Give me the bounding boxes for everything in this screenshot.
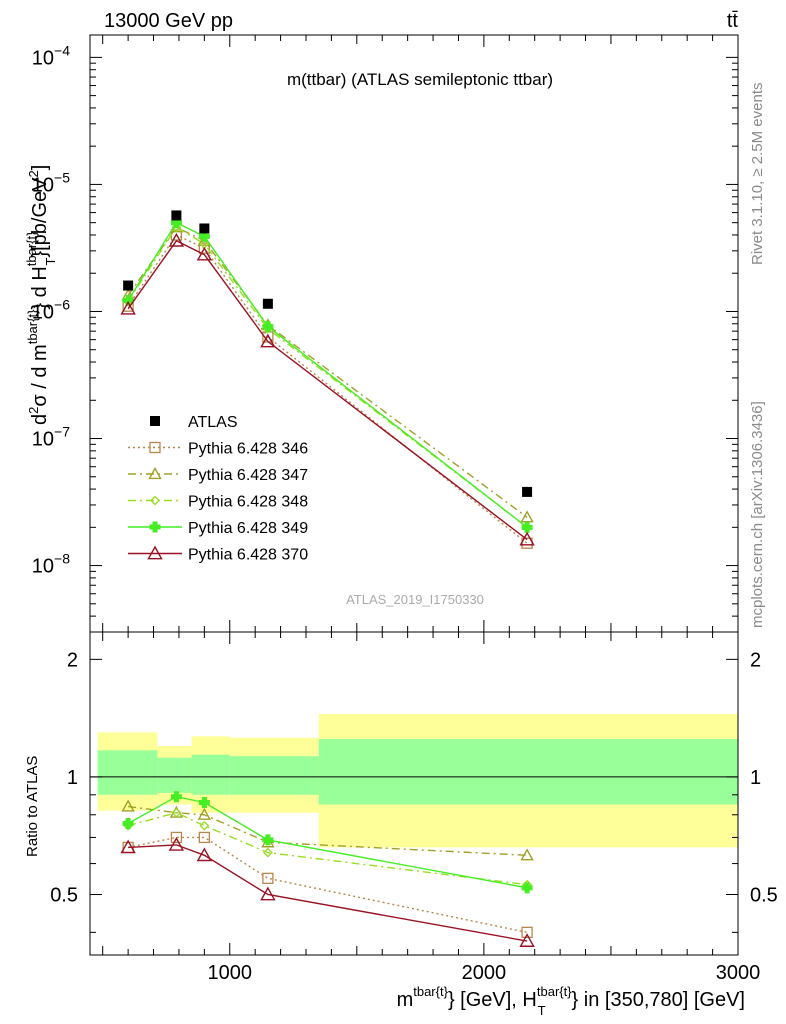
main-series-4-point	[198, 230, 210, 242]
main-series-5-point	[120, 300, 136, 315]
ratio-series-5-point	[519, 933, 535, 947]
ratio-y-tick-label-left: 0.5	[50, 885, 78, 907]
ratio-uncertainty-band-inner	[157, 757, 192, 793]
main-frame	[89, 34, 739, 633]
ratio-uncertainty-band-inner	[229, 756, 319, 795]
ratio-uncertainty-band-inner	[191, 754, 230, 795]
legend-label-1: Pythia 6.428 346	[188, 441, 308, 458]
legend-atlas-marker	[150, 416, 160, 426]
ratio-series-line-5	[128, 844, 528, 942]
ratio-series-1-point	[262, 872, 274, 884]
ratio-y-tick-label-right: 0.5	[750, 885, 778, 907]
main-series-5-point	[168, 232, 185, 247]
main-series-line-5	[127, 239, 528, 541]
x-tick-label: 2000	[462, 962, 507, 984]
ratio-series-4-point	[521, 882, 533, 894]
ratio-uncertainty-band-inner	[318, 739, 738, 805]
atlas-data-point	[199, 223, 210, 234]
main-y-axis-label: d2σ / d mtbar{t}} d Htbar{t} T}[pb/GeV2]	[24, 165, 58, 425]
x-tick-label: 3000	[716, 962, 761, 984]
main-plot-panel: m(ttbar) (ATLAS semileptonic ttbar) ATLA…	[32, 34, 739, 633]
ratio-series-3-point	[171, 807, 182, 818]
atlas-data-point	[262, 298, 273, 309]
ratio-series-1-point	[521, 926, 533, 939]
ratio-uncertainty-band-inner	[97, 750, 158, 795]
ratio-series-1-point	[170, 831, 183, 844]
atlas-data-point	[123, 280, 134, 291]
main-y-tick-label: 10−5	[32, 169, 70, 196]
main-y-tick-label: 10−7	[32, 424, 70, 451]
ratio-plot-panel: 0.5 0.5 1 1 2 2 1000 2000 3000	[50, 631, 778, 984]
legend-marker-3	[150, 495, 160, 506]
legend-marker-5	[147, 545, 163, 560]
ratio-series-2-point	[121, 799, 135, 812]
x-tick-label: 1000	[208, 962, 253, 984]
main-y-tick-label: 10−4	[32, 42, 70, 69]
ratio-series-5-point	[168, 836, 185, 851]
ratio-series-3-point	[199, 820, 210, 831]
ratio-series-4-point	[262, 834, 274, 846]
ratio-y-tick-label-left: 2	[67, 649, 78, 671]
main-series-4-point	[262, 321, 274, 333]
ratio-series-line-1	[127, 836, 528, 934]
ratio-series-4-point	[122, 817, 134, 829]
legend-atlas-label: ATLAS	[188, 414, 238, 431]
ratio-series-2-point	[197, 807, 212, 820]
legend-label-2: Pythia 6.428 347	[188, 467, 308, 484]
atlas-data-point	[171, 210, 182, 221]
ratio-series-5-point	[260, 886, 276, 901]
legend-label-3: Pythia 6.428 348	[188, 494, 308, 511]
main-y-tick-label: 10−6	[32, 296, 70, 323]
main-series-2-point	[520, 510, 534, 523]
main-series-5-point	[196, 246, 213, 261]
rivet-version-label: Rivet 3.1.10, ≥ 2.5M events	[749, 83, 766, 266]
legend-marker-4	[149, 521, 161, 533]
legend-label-5: Pythia 6.428 370	[188, 547, 308, 564]
legend-marker-1	[149, 441, 161, 454]
main-series-5-point	[519, 531, 535, 546]
ratio-y-tick-label-right: 2	[750, 649, 761, 671]
ratio-series-4-point	[198, 797, 210, 809]
main-series-4-point	[170, 217, 182, 229]
ratio-y-tick-label-right: 1	[750, 767, 761, 789]
energy-label: 13000 GeV pp	[104, 10, 233, 32]
ratio-series-5-point	[196, 847, 213, 862]
plot-title: m(ttbar) (ATLAS semileptonic ttbar)	[287, 70, 553, 89]
ratio-series-5-point	[120, 839, 136, 854]
x-axis-label: mtbar{t}} [GeV], Htbar{t} T} in [350,780]…	[397, 984, 745, 1018]
atlas-data-point	[522, 486, 533, 497]
process-label: tt̄	[727, 10, 739, 32]
main-series-5-point	[260, 333, 276, 348]
ratio-series-line-2	[128, 805, 528, 856]
ratio-series-4-point	[170, 791, 182, 803]
ratio-series-2-point	[520, 848, 534, 861]
legend-marker-2	[148, 467, 162, 480]
mcplots-label: mcplots.cern.ch [arXiv:1306.3436]	[749, 401, 766, 628]
ratio-y-axis-label: Ratio to ATLAS	[24, 756, 41, 857]
main-series-4-point	[521, 521, 533, 533]
main-y-tick-label: 10−8	[32, 551, 70, 578]
legend: ATLAS Pythia 6.428 346 Pythia 6.428 347 Pyt…	[128, 414, 308, 564]
ratio-series-3-point	[262, 847, 273, 858]
main-series-line-3	[127, 226, 528, 528]
ratio-y-tick-label-left: 1	[67, 767, 78, 789]
legend-label-4: Pythia 6.428 349	[188, 520, 308, 537]
ratio-series-line-3	[127, 811, 528, 886]
reference-label: ATLAS_2019_I1750330	[346, 592, 484, 607]
ratio-frame	[89, 631, 739, 956]
ratio-series-1-point	[198, 831, 211, 844]
